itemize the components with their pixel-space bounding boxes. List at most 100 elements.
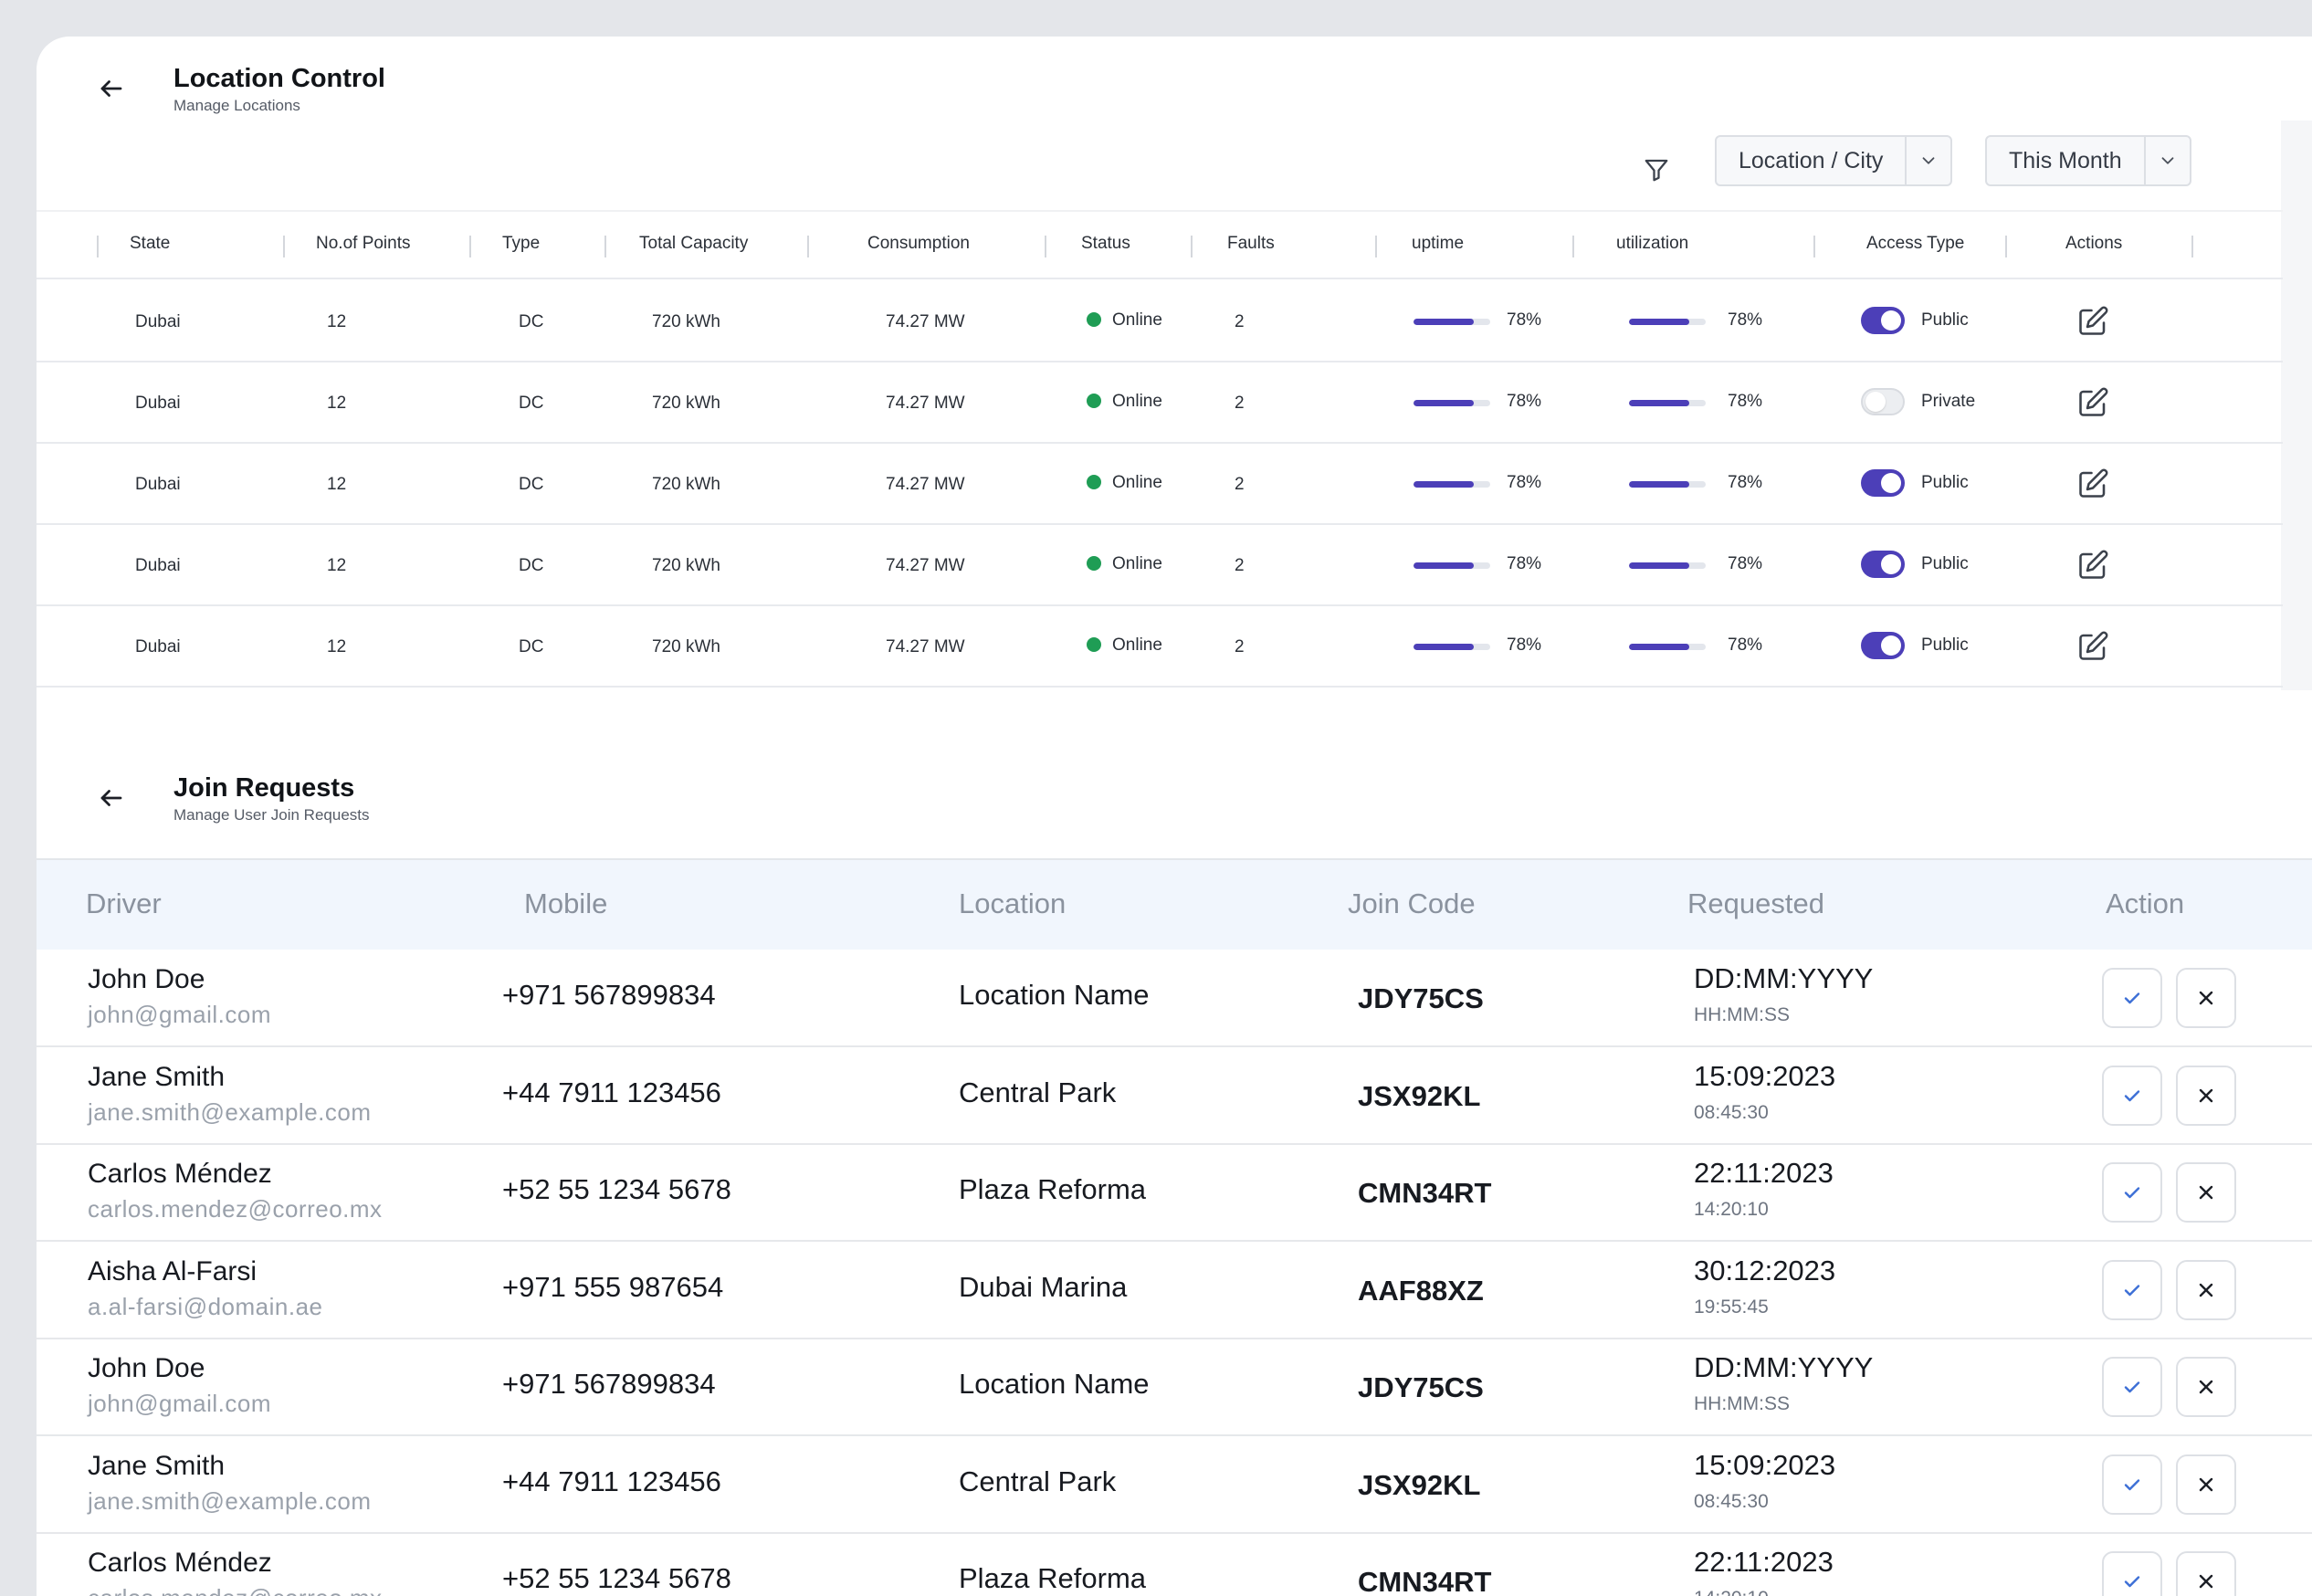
chevron-down-icon[interactable] bbox=[2143, 137, 2190, 184]
check-icon bbox=[2121, 1474, 2143, 1496]
approve-button[interactable] bbox=[2102, 1357, 2162, 1417]
edit-icon[interactable] bbox=[2076, 630, 2109, 663]
points-cell: 12 bbox=[327, 475, 347, 494]
filter-icon[interactable] bbox=[1631, 144, 1682, 195]
arrow-left-icon[interactable] bbox=[86, 63, 137, 114]
table-row: John Doe john@gmail.com +971 567899834 Loca… bbox=[37, 1339, 2312, 1436]
col-consumption: Consumption bbox=[867, 234, 970, 253]
col-type: Type bbox=[502, 234, 541, 253]
requested-date: DD:MM:YYYY bbox=[1694, 962, 1874, 994]
uptime-bar bbox=[1413, 400, 1490, 406]
column-separator bbox=[807, 236, 809, 257]
requested-date: 15:09:2023 bbox=[1694, 1448, 1836, 1481]
uptime-value: 78% bbox=[1507, 635, 1542, 655]
approve-button[interactable] bbox=[2102, 1162, 2162, 1223]
approve-button[interactable] bbox=[2102, 1065, 2162, 1126]
points-cell: 12 bbox=[327, 312, 347, 331]
reject-button[interactable] bbox=[2176, 1551, 2236, 1596]
points-cell: 12 bbox=[327, 637, 347, 656]
arrow-left-icon[interactable] bbox=[86, 772, 137, 824]
col-access-type: Access Type bbox=[1866, 234, 1965, 253]
driver-name: Carlos Méndez bbox=[88, 1159, 272, 1189]
uptime-bar bbox=[1413, 319, 1490, 325]
driver-email: jane.smith@example.com bbox=[88, 1097, 372, 1126]
section-subtitle: Manage User Join Requests bbox=[173, 806, 370, 824]
approve-button[interactable] bbox=[2102, 1454, 2162, 1515]
consumption-cell: 74.27 MW bbox=[886, 312, 965, 331]
reject-button[interactable] bbox=[2176, 1259, 2236, 1320]
access-label: Public bbox=[1921, 473, 1969, 492]
consumption-cell: 74.27 MW bbox=[886, 475, 965, 494]
uptime-value: 78% bbox=[1507, 392, 1542, 411]
requested-date: DD:MM:YYYY bbox=[1694, 1351, 1874, 1383]
column-separator bbox=[97, 236, 99, 257]
access-toggle[interactable] bbox=[1861, 388, 1905, 415]
state-cell: Dubai bbox=[135, 394, 181, 413]
online-dot-icon bbox=[1087, 475, 1101, 489]
consumption-cell: 74.27 MW bbox=[886, 556, 965, 575]
utilization-bar bbox=[1629, 481, 1706, 488]
location-city-dropdown[interactable]: Location / City bbox=[1715, 135, 1953, 186]
period-dropdown[interactable]: This Month bbox=[1985, 135, 2191, 186]
reject-button[interactable] bbox=[2176, 1357, 2236, 1417]
approve-button[interactable] bbox=[2102, 1259, 2162, 1320]
capacity-cell: 720 kWh bbox=[652, 312, 720, 331]
join-code-cell: JDY75CS bbox=[1358, 1371, 1484, 1403]
edit-icon[interactable] bbox=[2076, 305, 2109, 338]
close-icon bbox=[2195, 987, 2217, 1009]
col-requested: Requested bbox=[1687, 887, 1824, 919]
col-status: Status bbox=[1081, 234, 1130, 253]
consumption-cell: 74.27 MW bbox=[886, 394, 965, 413]
app-panel: Location Control Manage Locations Locati… bbox=[37, 37, 2312, 1596]
column-separator bbox=[283, 236, 285, 257]
faults-cell: 2 bbox=[1235, 475, 1245, 494]
uptime-bar bbox=[1413, 481, 1490, 488]
capacity-cell: 720 kWh bbox=[652, 475, 720, 494]
approve-button[interactable] bbox=[2102, 968, 2162, 1028]
toggle-knob bbox=[1881, 310, 1901, 331]
reject-button[interactable] bbox=[2176, 1454, 2236, 1515]
table-row: Dubai 12 DC 720 kWh 74.27 MW Online 2 78% 78% Pub… bbox=[37, 525, 2283, 606]
utilization-bar bbox=[1629, 319, 1706, 325]
edit-icon[interactable] bbox=[2076, 549, 2109, 582]
toggle-knob bbox=[1881, 473, 1901, 493]
access-toggle[interactable] bbox=[1861, 551, 1905, 578]
column-separator bbox=[1375, 236, 1377, 257]
utilization-value: 78% bbox=[1728, 310, 1763, 330]
column-separator bbox=[469, 236, 471, 257]
faults-cell: 2 bbox=[1235, 637, 1245, 656]
utilization-bar-fill bbox=[1629, 319, 1689, 325]
mobile-cell: +971 567899834 bbox=[502, 1368, 716, 1400]
edit-icon[interactable] bbox=[2076, 467, 2109, 500]
join-requests-table-header: Driver Mobile Location Join Code Request… bbox=[37, 858, 2312, 950]
location-city-label: Location / City bbox=[1739, 147, 1884, 173]
online-dot-icon bbox=[1087, 556, 1101, 571]
col-capacity: Total Capacity bbox=[639, 234, 749, 253]
capacity-cell: 720 kWh bbox=[652, 637, 720, 656]
requested-time: 08:45:30 bbox=[1694, 1490, 1769, 1512]
driver-name: Jane Smith bbox=[88, 1450, 226, 1481]
faults-cell: 2 bbox=[1235, 394, 1245, 413]
type-cell: DC bbox=[519, 475, 544, 494]
status-badge: Online bbox=[1087, 635, 1162, 656]
points-cell: 12 bbox=[327, 556, 347, 575]
access-toggle[interactable] bbox=[1861, 632, 1905, 659]
reject-button[interactable] bbox=[2176, 1065, 2236, 1126]
access-toggle[interactable] bbox=[1861, 307, 1905, 334]
utilization-bar bbox=[1629, 400, 1706, 406]
location-cell: Central Park bbox=[959, 1465, 1117, 1497]
type-cell: DC bbox=[519, 394, 544, 413]
chevron-down-icon[interactable] bbox=[1905, 137, 1950, 184]
reject-button[interactable] bbox=[2176, 968, 2236, 1028]
column-separator bbox=[1813, 236, 1815, 257]
col-points: No.of Points bbox=[316, 234, 411, 253]
approve-button[interactable] bbox=[2102, 1551, 2162, 1596]
access-toggle[interactable] bbox=[1861, 469, 1905, 497]
reject-button[interactable] bbox=[2176, 1162, 2236, 1223]
status-label: Online bbox=[1112, 392, 1162, 411]
location-control-header: Location Control Manage Locations bbox=[86, 62, 385, 115]
edit-icon[interactable] bbox=[2076, 386, 2109, 419]
points-cell: 12 bbox=[327, 394, 347, 413]
column-separator bbox=[604, 236, 606, 257]
toggle-knob bbox=[1881, 635, 1901, 656]
